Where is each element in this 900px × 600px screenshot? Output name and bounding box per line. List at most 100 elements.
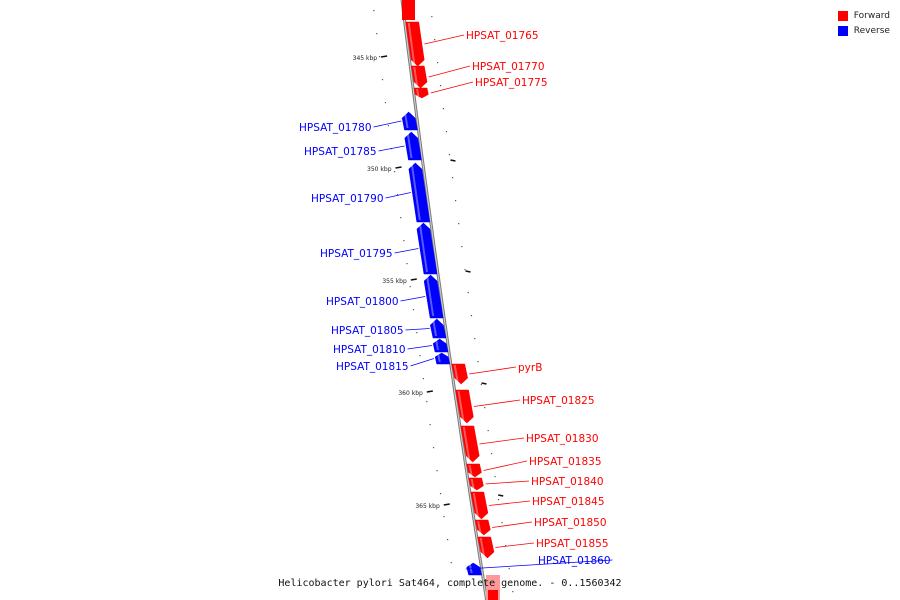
minor-tick-right [505, 545, 507, 547]
gene-leader-line [400, 296, 426, 302]
gene-leader-line [483, 460, 528, 471]
gene-hpsat_01795 [416, 222, 438, 275]
minor-tick-right [512, 591, 514, 593]
minor-tick-left [422, 378, 424, 380]
gene-leader-line [430, 81, 474, 94]
minor-tick-left [376, 33, 378, 35]
gene-label: HPSAT_01835 [529, 456, 602, 468]
minor-tick-left [436, 470, 438, 472]
gene-label: HPSAT_01805 [331, 325, 404, 337]
gene-hpsat_01830 [460, 425, 480, 463]
gene-label: HPSAT_01795 [320, 248, 393, 260]
minor-tick-right [439, 85, 442, 87]
gene-hpsat_01780 [401, 111, 418, 131]
svg-text:355 kbp: 355 kbp [382, 278, 407, 285]
minor-tick-left [409, 286, 411, 288]
gene-hpsat_01835 [466, 463, 482, 478]
minor-tick-left [406, 263, 408, 265]
gene-label: HPSAT_01765 [466, 30, 539, 42]
gene-label: HPSAT_01790 [311, 193, 384, 205]
gene-leader-line [488, 500, 531, 506]
kbp-tick: 350 kbp [367, 166, 402, 173]
gene-leader-line [405, 328, 430, 331]
gene-label: HPSAT_01810 [333, 344, 406, 356]
minor-tick-left [439, 493, 442, 495]
minor-tick-left [412, 309, 415, 311]
minor-tick-right [477, 361, 479, 363]
minor-tick-right [474, 338, 476, 340]
minor-tick-right [454, 200, 457, 202]
minor-tick-left [432, 447, 435, 449]
gene-label: HPSAT_01775 [475, 77, 548, 89]
gene-hpsat_01785 [404, 131, 422, 161]
svg-text:365 kbp: 365 kbp [415, 503, 440, 510]
gene-hpsat_01855 [477, 536, 495, 559]
kbp-tick: 355 kbp [382, 278, 417, 285]
gene-leader-line [473, 399, 521, 407]
gene-leader-line [385, 192, 411, 199]
minor-tick-left [393, 171, 396, 173]
minor-tick-left [447, 539, 449, 541]
gene-hpsat_01810 [432, 338, 449, 353]
minor-tick-right [508, 568, 510, 570]
minor-tick-right [445, 131, 448, 133]
minor-tick-right [484, 407, 486, 409]
gene-leader-line [407, 345, 433, 350]
gene-hpsat_01825 [455, 389, 474, 424]
gene-label: HPSAT_01825 [522, 395, 595, 407]
minor-tick-right [494, 476, 496, 478]
gene-features [401, 0, 501, 600]
svg-text:360 kbp: 360 kbp [398, 390, 423, 397]
minor-tick-left [378, 56, 381, 58]
minor-tick-left [419, 355, 421, 357]
legend-reverse: Reverse [837, 23, 890, 38]
gene-leader-line [378, 145, 405, 152]
legend: Forward Reverse [837, 8, 890, 38]
kbp-tick: 345 kbp [353, 55, 388, 62]
minor-tick-right [467, 292, 469, 294]
gene-hpsat_01790 [408, 162, 431, 223]
minor-tick-left [454, 585, 456, 587]
gene-hpsat_01805 [430, 318, 447, 339]
gene-hpsat_01840 [468, 477, 484, 491]
gene-hpsat_01815 [434, 352, 451, 365]
minor-tick-left [381, 79, 384, 81]
gene-label: HPSAT_01815 [336, 361, 409, 373]
svg-text:350 kbp: 350 kbp [367, 166, 392, 173]
gene-leader-line [428, 65, 471, 78]
minor-tick-right [497, 499, 500, 501]
gene-pyrb [451, 363, 468, 385]
minor-tick-left [429, 424, 431, 426]
minor-tick-left [450, 562, 452, 564]
minor-tick-right [464, 269, 466, 271]
minor-tick-right [431, 16, 433, 18]
gene-label: pyrB [518, 362, 542, 374]
gene-leader-line [465, 559, 613, 570]
svg-text:345 kbp: 345 kbp [353, 55, 378, 62]
minor-tick-right [458, 223, 460, 225]
gene-label: HPSAT_01830 [526, 433, 599, 445]
minor-tick-left [443, 516, 445, 518]
gene-hpsat_01775 [413, 87, 429, 99]
major-tick-right [465, 270, 471, 273]
reverse-swatch [837, 25, 848, 36]
genome-backbone-highlight [401, 0, 488, 600]
major-tick-right [481, 382, 487, 385]
genome-caption: Helicobacter pylori Sat464, complete gen… [278, 578, 622, 589]
minor-tick-left [426, 401, 428, 403]
minor-tick-left [403, 240, 405, 242]
minor-tick-right [470, 315, 473, 317]
minor-tick-left [400, 217, 402, 219]
kbp-tick: 365 kbp [415, 503, 450, 510]
gene-hpsat_01800 [423, 274, 444, 319]
gene-leader-line [485, 480, 530, 485]
minor-tick-left [373, 10, 375, 12]
major-tick-right [450, 159, 456, 162]
gene-label: HPSAT_01800 [326, 296, 399, 308]
partial-gene-top [402, 0, 415, 20]
gene-leader-line [495, 542, 535, 548]
minor-tick-right [442, 108, 445, 110]
minor-tick-right [461, 246, 463, 248]
major-tick-right [498, 494, 504, 497]
